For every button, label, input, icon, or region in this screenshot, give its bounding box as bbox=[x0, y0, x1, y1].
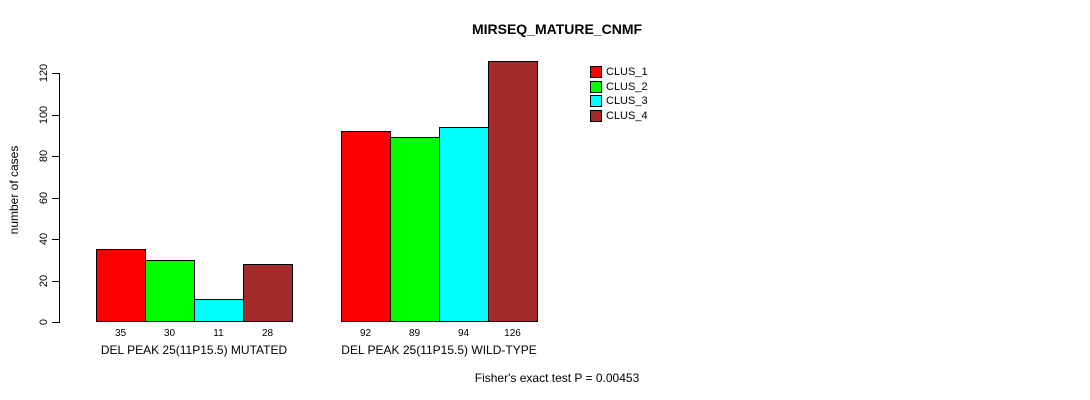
x-category-label: DEL PEAK 25(11P15.5) MUTATED bbox=[100, 343, 288, 357]
y-axis-tick bbox=[52, 280, 59, 282]
y-axis-tick bbox=[52, 197, 59, 199]
chart-title: MIRSEQ_MATURE_CNMF bbox=[471, 21, 643, 37]
bar-clus_1-group2 bbox=[341, 131, 391, 322]
legend-swatch-clus_3 bbox=[590, 95, 602, 107]
legend-label-clus_3: CLUS_3 bbox=[606, 95, 648, 107]
bar-value-label: 28 bbox=[261, 328, 274, 339]
bar-value-label: 94 bbox=[457, 328, 470, 339]
bar-clus_2-group2 bbox=[390, 137, 440, 322]
bar-clus_1-group1 bbox=[96, 249, 146, 322]
y-axis-tick bbox=[52, 322, 59, 323]
bar-clus_4-group1 bbox=[243, 263, 293, 322]
bar-value-label: 89 bbox=[408, 328, 421, 339]
y-axis-title: number of cases bbox=[7, 145, 21, 235]
bar-value-label: 35 bbox=[114, 328, 127, 339]
bar-clus_3-group2 bbox=[439, 126, 489, 322]
bar-value-label: 30 bbox=[163, 328, 176, 339]
y-axis-tick-label: 20 bbox=[38, 274, 50, 287]
legend-swatch-clus_1 bbox=[590, 66, 602, 78]
legend-swatch-clus_2 bbox=[590, 80, 602, 93]
bar-clus_4-group2 bbox=[488, 60, 538, 322]
y-axis-tick-label: 80 bbox=[38, 149, 50, 163]
y-axis-line bbox=[59, 73, 60, 323]
y-axis-tick bbox=[52, 239, 59, 240]
bar-value-label: 126 bbox=[504, 328, 521, 339]
y-axis-tick-label: 60 bbox=[38, 191, 50, 204]
legend-label-clus_4: CLUS_4 bbox=[606, 109, 648, 122]
y-axis-tick-label: 40 bbox=[38, 232, 50, 246]
y-axis-tick bbox=[52, 73, 59, 74]
bar-value-label: 11 bbox=[213, 328, 224, 339]
legend-label-clus_2: CLUS_2 bbox=[606, 80, 648, 93]
x-category-label: DEL PEAK 25(11P15.5) WILD-TYPE bbox=[341, 343, 537, 357]
legend-label-clus_1: CLUS_1 bbox=[606, 66, 648, 78]
legend-swatch-clus_4 bbox=[590, 109, 602, 122]
bar-clus_3-group1 bbox=[194, 299, 244, 322]
bar-clus_2-group1 bbox=[145, 259, 195, 322]
y-axis-tick-label: 120 bbox=[38, 63, 50, 83]
y-axis-tick bbox=[52, 156, 59, 157]
y-axis-tick-label: 0 bbox=[38, 318, 50, 326]
fisher-test-annotation: Fisher's exact test P = 0.00453 bbox=[474, 371, 640, 385]
y-axis-tick-label: 100 bbox=[38, 105, 50, 124]
y-axis-tick bbox=[52, 114, 59, 116]
bar-value-label: 92 bbox=[359, 328, 372, 339]
